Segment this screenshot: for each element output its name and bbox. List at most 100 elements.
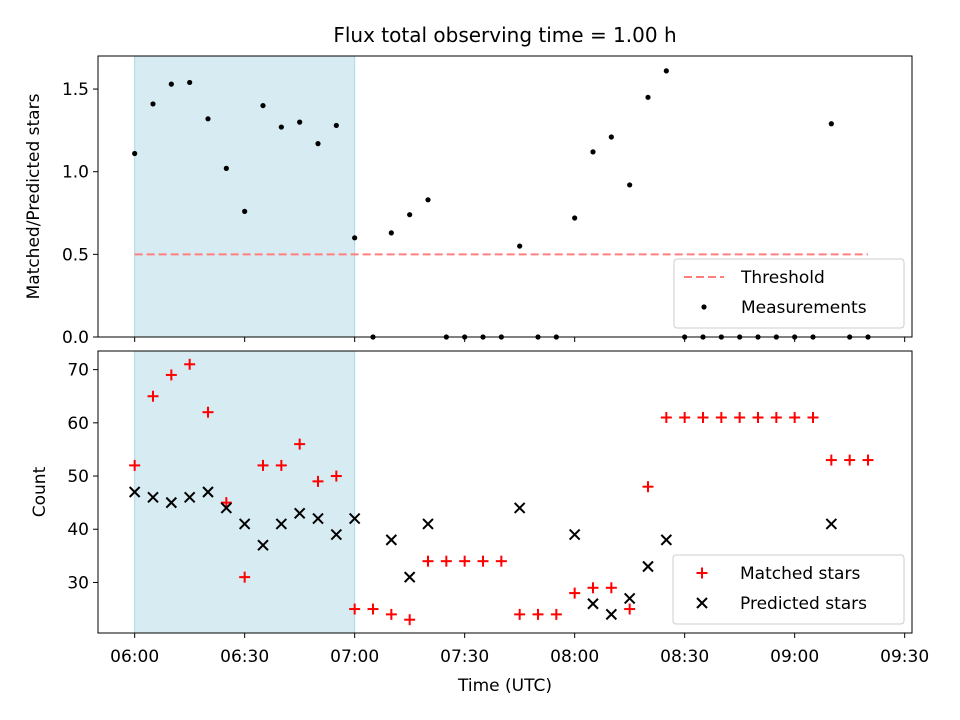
predicted-star-point: [403, 571, 416, 583]
predicted-star-point: [238, 518, 251, 530]
measurement-point: [517, 243, 523, 249]
matched-star-point: [294, 438, 306, 450]
measurement-point: [150, 101, 156, 107]
y-tick-label: 40: [67, 520, 89, 540]
matched-star-point: [220, 497, 232, 509]
x-tick-label: 07:00: [330, 647, 379, 667]
predicted-star-point: [147, 491, 159, 504]
predicted-star-point: [257, 539, 269, 551]
matched-star-point: [770, 412, 782, 424]
matched-star-point: [624, 603, 636, 615]
observing-window-top: [134, 55, 356, 338]
count-y-axis-label: Count: [30, 466, 50, 517]
x-tick-label: 08:30: [660, 647, 709, 667]
x-tick-label: 07:30: [440, 647, 489, 667]
matched-star-point: [825, 454, 837, 466]
legend-matched-label: Matched stars: [740, 564, 860, 584]
measurement-point: [388, 230, 394, 236]
matched-star-points: [129, 358, 874, 626]
measurement-point: [168, 81, 174, 87]
matched-star-point: [587, 582, 599, 594]
legend-measurements-label: Measurements: [741, 298, 867, 318]
legend-predicted-marker: [696, 597, 708, 609]
predicted-star-point: [202, 486, 214, 498]
measurement-point: [352, 235, 358, 241]
predicted-star-point: [605, 608, 618, 621]
matched-star-point: [330, 470, 342, 482]
y-tick-label: 1.0: [62, 163, 89, 183]
x-tick-label: 06:30: [220, 647, 269, 667]
matched-star-point: [734, 412, 746, 424]
matched-star-point: [165, 369, 177, 381]
measurement-point: [828, 121, 834, 127]
matched-star-point: [550, 608, 562, 620]
predicted-star-point: [660, 534, 673, 546]
x-tick-label: 09:00: [770, 647, 819, 667]
predicted-star-point: [623, 592, 636, 605]
matched-star-point: [404, 614, 416, 626]
legend-matched-swatch: [696, 567, 708, 579]
matched-star-point: [715, 412, 727, 424]
legend-matched-marker: [696, 567, 708, 579]
x-axis-label: Time (UTC): [457, 676, 552, 696]
predicted-star-point: [568, 528, 581, 541]
predicted-star-point: [348, 512, 361, 525]
predicted-star-point: [642, 560, 654, 573]
matched-star-point: [495, 555, 507, 567]
matched-star-point: [275, 459, 287, 471]
predicted-star-point: [513, 502, 526, 514]
legend-predicted-label: Predicted stars: [740, 594, 867, 614]
matched-star-point: [569, 587, 581, 599]
count-y-ticks: 30 40 50 60 70: [67, 361, 98, 593]
measurement-point: [260, 102, 266, 109]
measurement-point: [297, 119, 303, 125]
predicted-star-point: [422, 518, 434, 530]
predicted-star-point: [312, 512, 324, 525]
matched-star-point: [605, 582, 617, 594]
ratio-panel: 0.0 0.5 1.0 1.5 Matched/Predicted stars Thr…: [24, 55, 913, 348]
x-tick-label: 09:30: [880, 647, 929, 667]
matched-star-point: [239, 571, 251, 583]
matched-star-point: [312, 475, 324, 487]
matched-star-point: [440, 555, 452, 567]
y-tick-label: 50: [67, 467, 89, 487]
ratio-y-axis-label: Matched/Predicted stars: [24, 93, 44, 299]
predicted-star-point: [330, 528, 343, 541]
predicted-star-point: [275, 518, 288, 530]
count-x-ticks: 06:00 06:30 07:00 07:30 08:00 08:30 09:00 09:30: [110, 633, 929, 667]
matched-star-point: [660, 412, 672, 424]
matched-star-point: [862, 454, 874, 466]
measurement-point: [645, 94, 651, 100]
measurement-point: [278, 124, 284, 130]
legend-measurements-swatch: [701, 304, 707, 310]
measurement-point: [242, 208, 248, 214]
matched-star-point: [789, 412, 801, 424]
ratio-x-ticks: [134, 337, 906, 342]
measurement-point: [407, 212, 413, 218]
ratio-legend-box: [673, 258, 905, 329]
measurement-point: [187, 79, 193, 86]
matched-star-point: [385, 608, 397, 620]
measurement-points: [132, 68, 871, 340]
predicted-star-points: [128, 486, 838, 621]
predicted-star-point: [587, 598, 599, 610]
predicted-star-point: [385, 534, 398, 546]
measurement-point: [223, 165, 229, 171]
matched-star-point: [697, 412, 709, 424]
predicted-star-point: [220, 502, 233, 514]
predicted-star-point: [825, 518, 838, 530]
y-tick-label: 1.5: [62, 80, 89, 100]
measurement-point: [425, 197, 431, 203]
matched-star-point: [459, 555, 471, 567]
matched-star-point: [477, 555, 489, 567]
matched-star-point: [129, 459, 141, 471]
measurement-point: [333, 122, 339, 129]
y-tick-label: 60: [67, 414, 89, 434]
matched-star-point: [752, 412, 764, 424]
matched-star-point: [147, 390, 159, 402]
count-legend: Matched stars Predicted stars: [672, 554, 905, 625]
count-plot-frame: [97, 350, 913, 634]
count-panel: 30 40 50 60 70 06:00 06:30 07:00 07:30 08:00 08:3…: [30, 350, 929, 696]
measurement-point: [627, 182, 633, 188]
